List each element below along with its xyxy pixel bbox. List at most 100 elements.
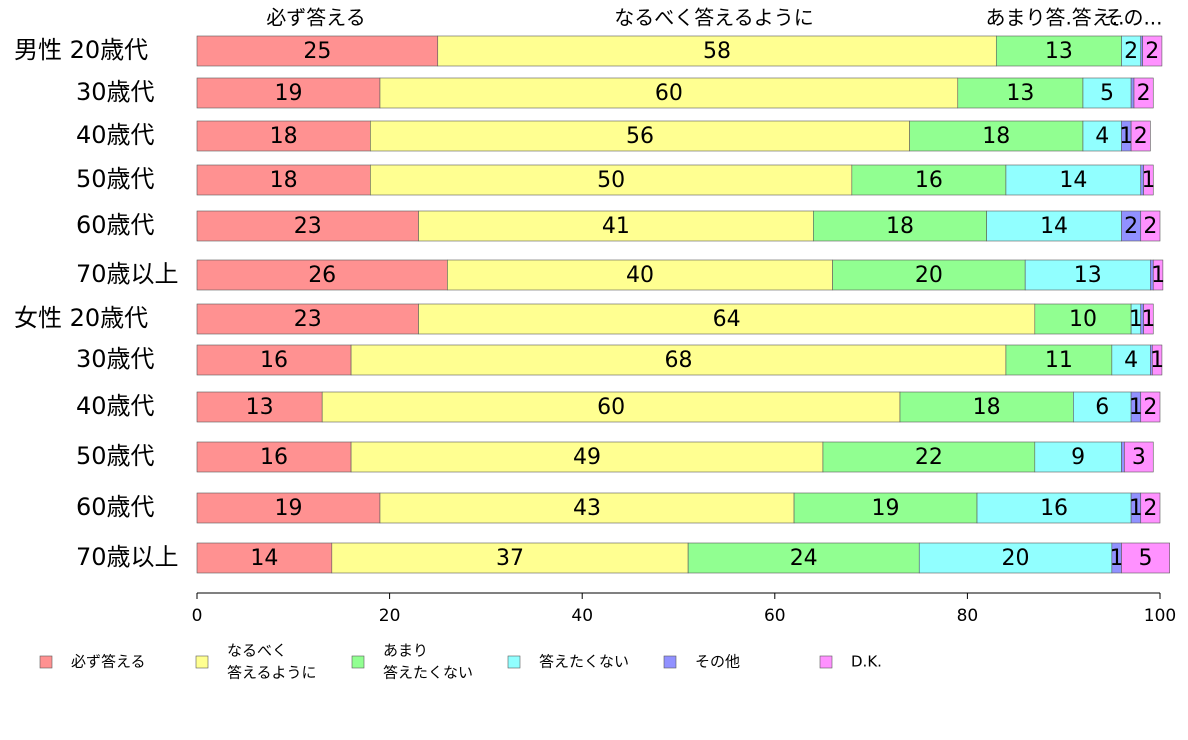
bar-segment: [1140, 492, 1161, 524]
legend-label: あまり: [383, 642, 428, 660]
top-category-label: その...: [1103, 6, 1162, 30]
bar-segment: [793, 492, 978, 524]
bar-value-label: 4: [1095, 124, 1109, 149]
bar-value-label: 37: [496, 546, 524, 571]
bar-segment: [418, 303, 1036, 335]
bar-value-label: 10: [1069, 307, 1097, 332]
row-label: 40歳代: [76, 121, 155, 149]
bar-value-label: 26: [308, 263, 336, 288]
bar-segment: [1143, 303, 1154, 335]
bar-value-label: 58: [703, 39, 731, 64]
bar-segment: [976, 492, 1132, 524]
row-label: 50歳代: [76, 442, 155, 470]
bar-value-label: 2: [1145, 39, 1159, 64]
bar-segment: [1034, 441, 1122, 473]
bar-segment: [1143, 164, 1154, 196]
bar-value-label: 56: [626, 124, 654, 149]
legend-label: その他: [695, 653, 740, 671]
bar-segment: [1121, 542, 1170, 574]
bar-value-label: 43: [573, 496, 601, 521]
bar-value-label: 25: [303, 39, 331, 64]
row-label: 70歳以上: [76, 543, 179, 571]
bar-value-label: 40: [626, 263, 654, 288]
row-label: 男性 20歳代: [14, 36, 148, 64]
legend-swatch: [351, 655, 365, 669]
bar-value-label: 5: [1100, 81, 1114, 106]
bar-value-label: 24: [790, 546, 818, 571]
bar-value-label: 18: [982, 124, 1010, 149]
bar-value-label: 22: [915, 445, 943, 470]
row-label: 30歳代: [76, 78, 155, 106]
bar-value-label: 14: [1040, 214, 1068, 239]
bar-segment: [1073, 391, 1132, 423]
bar-value-label: 13: [246, 395, 274, 420]
bar-segment: [995, 35, 1122, 67]
legend-swatch: [507, 655, 521, 669]
bar-value-label: 18: [270, 168, 298, 193]
bar-value-label: 18: [886, 214, 914, 239]
bar-segment: [437, 35, 997, 67]
bar-segment: [196, 344, 352, 376]
bar-segment: [196, 303, 419, 335]
bar-segment: [1082, 120, 1122, 152]
bar-value-label: 1: [1110, 546, 1124, 571]
bar-value-label: 13: [1074, 263, 1102, 288]
bar-value-label: 14: [1059, 168, 1087, 193]
bar-value-label: 2: [1143, 395, 1157, 420]
legend-swatch: [39, 655, 53, 669]
legend-label: 答えたくない: [539, 653, 629, 671]
x-tick-label: 60: [764, 606, 786, 626]
bar-segment: [1005, 344, 1113, 376]
bar-value-label: 18: [973, 395, 1001, 420]
bar-segment: [196, 35, 439, 67]
x-tick-label: 40: [571, 606, 593, 626]
bar-value-label: 68: [665, 348, 693, 373]
bar-segment: [1151, 344, 1163, 376]
bar-segment: [418, 210, 814, 242]
bar-segment: [899, 391, 1074, 423]
bar-value-label: 23: [294, 214, 322, 239]
bar-segment: [196, 120, 371, 152]
bar-value-label: 2: [1124, 214, 1138, 239]
bar-segment: [196, 259, 448, 291]
bar-value-label: 14: [250, 546, 278, 571]
bar-value-label: 1: [1150, 348, 1164, 373]
bar-segment: [196, 542, 333, 574]
bar-segment: [196, 77, 381, 109]
bar-value-label: 19: [274, 496, 302, 521]
bar-value-label: 9: [1071, 445, 1085, 470]
row-label: 40歳代: [76, 392, 155, 420]
bar-value-label: 4: [1124, 348, 1138, 373]
legend-label: 答えるように: [227, 664, 317, 682]
bar-segment: [1005, 164, 1142, 196]
bar-segment: [331, 542, 689, 574]
bar-segment: [822, 441, 1036, 473]
bar-value-label: 16: [260, 445, 288, 470]
bar-value-label: 60: [597, 395, 625, 420]
bar-value-label: 1: [1141, 168, 1155, 193]
bar-value-label: 2: [1143, 496, 1157, 521]
bar-segment: [196, 164, 371, 196]
bar-segment: [370, 120, 910, 152]
bar-segment: [1024, 259, 1151, 291]
bar-segment: [851, 164, 1007, 196]
legend-swatch: [195, 655, 209, 669]
bar-segment: [1152, 259, 1164, 291]
row-label: 60歳代: [76, 493, 155, 521]
bar-value-label: 2: [1143, 214, 1157, 239]
legend-label: 答えたくない: [383, 664, 473, 682]
row-label: 70歳以上: [76, 260, 179, 288]
legend-label: 必ず答える: [71, 653, 146, 671]
bar-value-label: 1: [1141, 307, 1155, 332]
bar-segment: [379, 77, 959, 109]
bar-segment: [350, 441, 824, 473]
bar-value-label: 20: [1002, 546, 1030, 571]
bar-value-label: 1: [1129, 307, 1143, 332]
bar-segment: [321, 391, 901, 423]
bar-segment: [1130, 120, 1151, 152]
bar-value-label: 16: [1040, 496, 1068, 521]
row-label: 50歳代: [76, 165, 155, 193]
bar-segment: [1121, 441, 1125, 473]
bar-value-label: 2: [1137, 81, 1151, 106]
